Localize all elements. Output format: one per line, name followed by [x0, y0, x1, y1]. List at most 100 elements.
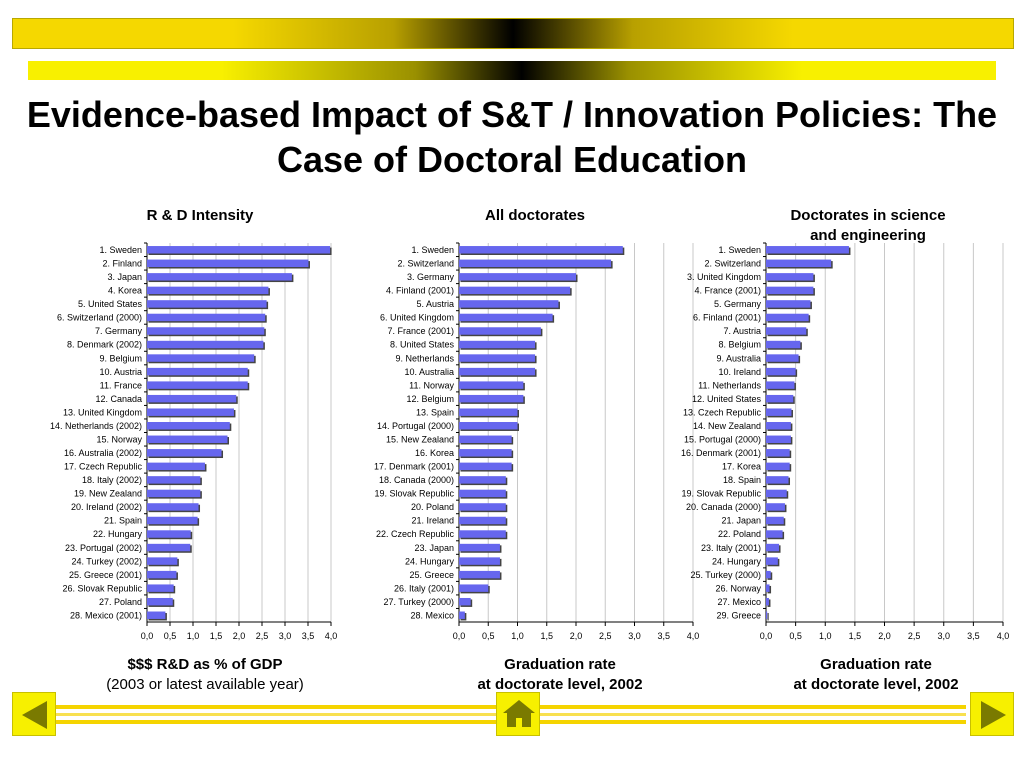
category-label: 24. Hungary: [712, 556, 762, 566]
charts-canvas: 0,0 0,5 1,0 1,5 2,0 2,5 3,0 3,5 4,0 1. Sweden 2. F…: [50, 242, 1010, 641]
panel-title-rd-intensity: R & D Intensity: [146, 207, 254, 224]
bar: [766, 394, 794, 403]
caption-rd-line2: (2003 or latest available year): [106, 676, 304, 693]
bar: [147, 246, 331, 254]
bar: [766, 462, 790, 471]
bar: [459, 394, 524, 403]
bar: [147, 367, 248, 376]
category-label: 28. Mexico (2001): [70, 610, 142, 620]
category-label: 13. United Kingdom: [63, 407, 142, 417]
category-label: 8. Belgium: [718, 340, 761, 350]
x-tick-label: 2,0: [233, 631, 246, 641]
category-label: 1. Sweden: [411, 245, 454, 255]
category-label: 24. Turkey (2002): [71, 556, 142, 566]
bar: [147, 408, 234, 416]
category-label: 8. Denmark (2002): [67, 340, 142, 350]
x-tick-label: 1,5: [849, 631, 862, 641]
category-label: 20. Poland: [411, 502, 454, 512]
bar: [147, 489, 201, 498]
category-label: 17. Czech Republic: [64, 462, 143, 472]
bar: [459, 259, 612, 268]
bar: [147, 286, 269, 295]
category-label: 14. Portugal (2000): [377, 421, 454, 431]
bar: [766, 530, 783, 538]
category-label: 2. Finland: [102, 259, 142, 269]
x-tick-label: 0,0: [453, 631, 466, 641]
category-label: 15. Norway: [96, 434, 142, 444]
x-tick-label: 4,0: [997, 631, 1010, 641]
x-tick-label: 3,0: [937, 631, 950, 641]
bar: [147, 516, 198, 525]
panel-title-line1: Doctorates in science: [790, 207, 946, 224]
x-tick-label: 1,5: [210, 631, 223, 641]
bar: [766, 584, 770, 592]
category-label: 29. Greece: [716, 610, 761, 620]
bar: [147, 449, 222, 457]
x-tick-label: 0,5: [789, 631, 802, 641]
category-label: 5. Austria: [416, 299, 454, 309]
category-label: 15. Portugal (2000): [684, 434, 761, 444]
bar: [766, 449, 790, 457]
bar: [147, 340, 264, 349]
x-tick-label: 2,5: [908, 631, 921, 641]
category-label: 7. France (2001): [387, 326, 454, 336]
category-label: 19. Slovak Republic: [374, 489, 454, 499]
caption-rd-intensity: $$$ R&D as % of GDP (2003 or latest avai…: [60, 655, 350, 695]
bar: [459, 300, 559, 308]
category-label: 5. Germany: [714, 299, 762, 309]
category-label: 23. Italy (2001): [701, 543, 761, 553]
middle-gradient-band: [28, 61, 996, 80]
category-label: 10. Austria: [99, 367, 142, 377]
panel-title-all-doctorates: All doctorates: [484, 207, 586, 224]
bar: [459, 584, 489, 592]
category-label: 18. Italy (2002): [82, 475, 142, 485]
bar: [147, 462, 205, 471]
category-label: 27. Poland: [99, 597, 142, 607]
bar: [459, 367, 536, 376]
category-label: 6. Finland (2001): [693, 313, 761, 323]
bar: [766, 503, 785, 511]
category-label: 24. Hungary: [405, 556, 455, 566]
bar: [147, 313, 266, 322]
bar: [766, 570, 771, 579]
category-label: 26. Italy (2001): [394, 583, 454, 593]
category-label: 7. Austria: [723, 326, 761, 336]
x-tick-label: 3,5: [967, 631, 980, 641]
category-label: 12. Canada: [95, 394, 142, 404]
category-label: 15. New Zealand: [386, 434, 454, 444]
bar: [459, 422, 518, 430]
bar: [147, 422, 230, 430]
bar: [459, 246, 623, 254]
bar: [459, 435, 512, 443]
category-label: 4. Finland (2001): [386, 286, 454, 296]
bar: [766, 259, 832, 268]
bar: [459, 476, 506, 484]
bar: [766, 408, 792, 416]
bar: [459, 313, 553, 322]
bar: [766, 557, 778, 565]
category-label: 27. Turkey (2000): [383, 597, 454, 607]
bar: [766, 300, 811, 308]
bar: [459, 516, 506, 525]
x-tick-label: 1,0: [819, 631, 832, 641]
bar: [766, 597, 769, 606]
x-tick-label: 1,0: [511, 631, 524, 641]
category-label: 4. Korea: [108, 286, 142, 296]
x-tick-label: 2,5: [599, 631, 612, 641]
bar: [766, 354, 799, 362]
home-button[interactable]: [496, 692, 540, 736]
caption-all-line2: at doctorate level, 2002: [477, 676, 643, 693]
category-label: 10. Australia: [404, 367, 454, 377]
bar: [459, 381, 524, 389]
x-tick-label: 0,5: [164, 631, 177, 641]
category-label: 9. Netherlands: [395, 353, 454, 363]
category-label: 19. Slovak Republic: [681, 489, 761, 499]
category-label: 16. Australia (2002): [64, 448, 142, 458]
bar: [766, 476, 789, 484]
x-tick-label: 2,5: [256, 631, 269, 641]
bar: [766, 611, 768, 619]
previous-slide-button[interactable]: [12, 692, 56, 736]
x-tick-label: 0,0: [141, 631, 154, 641]
category-label: 13. Czech Republic: [683, 407, 762, 417]
next-slide-button[interactable]: [970, 692, 1014, 736]
